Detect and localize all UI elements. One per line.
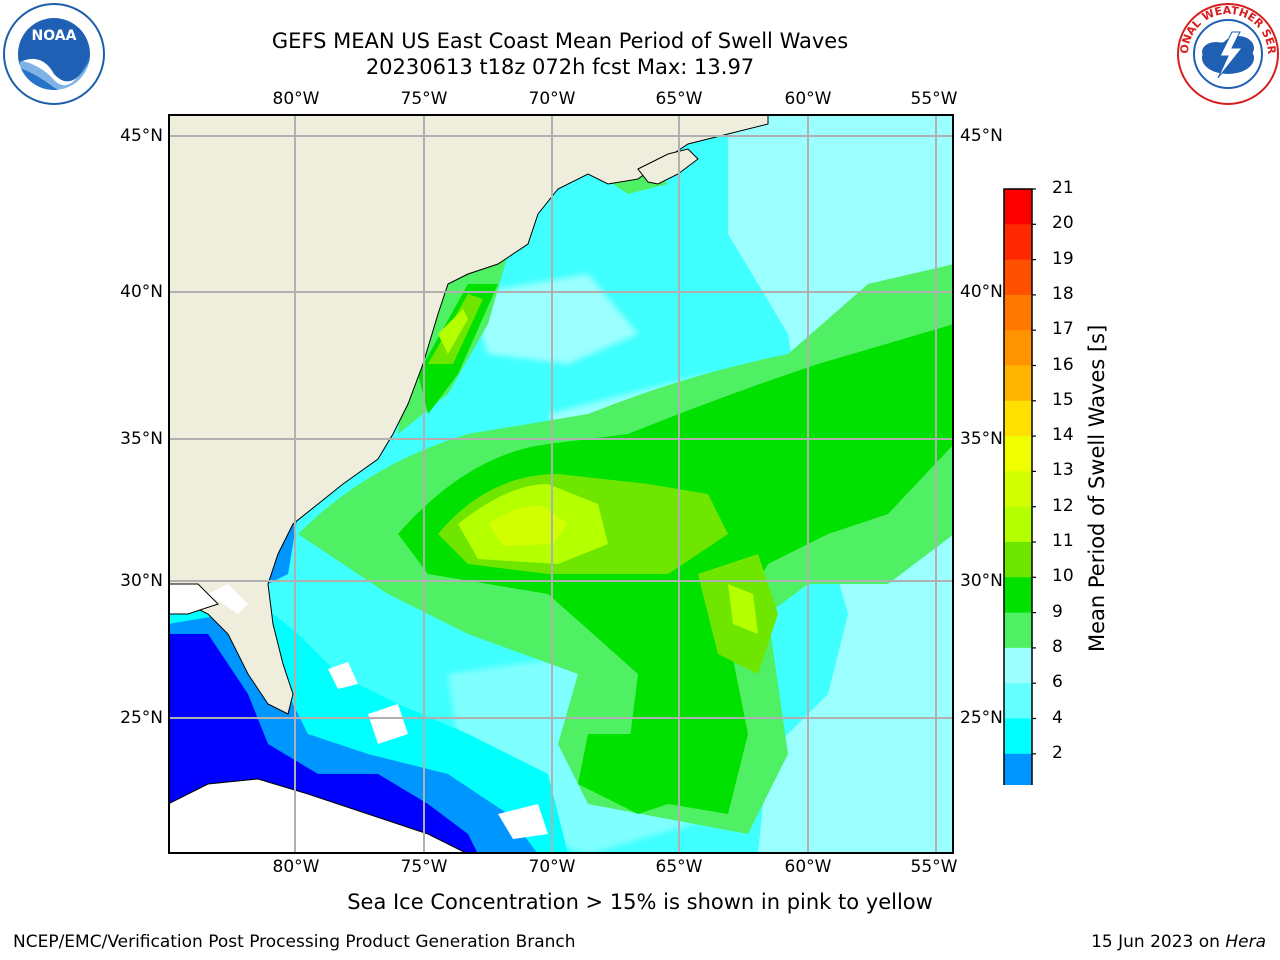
colorbar-tick-label: 21 — [1052, 178, 1074, 198]
lat-tick-left: 30°N — [120, 571, 163, 591]
footer-date: 15 Jun 2023 on Hera — [1091, 932, 1266, 952]
us-landmass — [168, 114, 769, 715]
colorbar-segment — [1004, 294, 1032, 331]
colorbar-segment — [1004, 753, 1032, 785]
colorbar-segment — [1004, 577, 1032, 614]
lat-tick-left: 40°N — [120, 282, 163, 302]
colorbar-segment — [1004, 365, 1032, 402]
colorbar-tick-label: 12 — [1052, 495, 1074, 516]
colorbar-segment — [1004, 224, 1032, 261]
nova-scotia — [637, 148, 699, 185]
lon-tick-top: 55°W — [910, 89, 958, 109]
colorbar-segment — [1004, 259, 1032, 296]
colorbar-tick-label: 19 — [1052, 248, 1074, 269]
colorbar-tick-label: 13 — [1052, 460, 1074, 481]
colorbar-label: Mean Period of Swell Waves [s] — [1085, 324, 1109, 652]
lon-tick-top: 75°W — [400, 89, 448, 109]
lon-tick-bottom: 55°W — [910, 857, 958, 877]
lat-tick-left: 45°N — [120, 126, 163, 146]
colorbar-tick-label: 10 — [1052, 566, 1074, 587]
colorbar-tick-label: 8 — [1052, 636, 1063, 657]
lat-tick-right: 30°N — [960, 571, 1003, 591]
colorbar-tick-label: 15 — [1052, 389, 1074, 410]
lon-tick-top: 80°W — [272, 89, 320, 109]
colorbar-segment — [1004, 189, 1032, 225]
lon-tick-bottom: 65°W — [655, 857, 703, 877]
lon-tick-top: 65°W — [655, 89, 703, 109]
footer-branch: NCEP/EMC/Verification Post Processing Pr… — [13, 932, 576, 952]
colorbar-tick-label: 18 — [1052, 283, 1074, 304]
lat-tick-right: 45°N — [960, 126, 1003, 146]
footer-host: Hera — [1225, 932, 1266, 952]
swell-period-map — [168, 114, 954, 854]
colorbar-tick-label: 6 — [1052, 672, 1063, 693]
sea-ice-caption: Sea Ice Concentration > 15% is shown in … — [347, 890, 933, 914]
lon-tick-bottom: 80°W — [272, 857, 320, 877]
lon-tick-top: 60°W — [784, 89, 832, 109]
noaa-logo-icon: NOAA — [3, 3, 105, 105]
colorbar-tick-label: 2 — [1052, 742, 1063, 763]
colorbar-frame — [1003, 188, 1033, 785]
lon-tick-top: 70°W — [528, 89, 576, 109]
lat-tick-left: 35°N — [120, 429, 163, 449]
title-line-2: 20230613 t18z 072h fcst Max: 13.97 — [365, 55, 755, 79]
colorbar-segment — [1004, 471, 1032, 508]
colorbar-segment — [1004, 612, 1032, 649]
lon-tick-bottom: 75°W — [400, 857, 448, 877]
colorbar-tick-label: 17 — [1052, 319, 1074, 340]
colorbar-tick-label: 9 — [1052, 601, 1063, 622]
colorbar-tick-label: 16 — [1052, 354, 1074, 375]
colorbar-segment — [1004, 718, 1032, 755]
colorbar-tick-label: 4 — [1052, 707, 1063, 728]
colorbar-tick-label: 14 — [1052, 425, 1074, 446]
noaa-logo-text: NOAA — [32, 28, 77, 44]
colorbar-tick-label: 20 — [1052, 213, 1074, 234]
colorbar-segment — [1004, 647, 1032, 684]
lon-tick-bottom: 70°W — [528, 857, 576, 877]
footer-date-text: 15 Jun 2023 on — [1091, 932, 1226, 952]
swell-13-14-max — [488, 505, 568, 546]
title-line-1: GEFS MEAN US East Coast Mean Period of S… — [271, 29, 849, 53]
colorbar — [1003, 188, 1036, 785]
map-gridlines — [168, 114, 954, 854]
lat-tick-right: 35°N — [960, 429, 1003, 449]
nws-logo-icon: NATIONAL WEATHER SERVICE — [1176, 2, 1279, 105]
lat-tick-right: 25°N — [960, 708, 1003, 728]
swell-10-11-core — [398, 324, 954, 814]
colorbar-segment — [1004, 400, 1032, 437]
colorbar-segment — [1004, 330, 1032, 366]
lat-tick-right: 40°N — [960, 282, 1003, 302]
lon-tick-bottom: 60°W — [784, 857, 832, 877]
lat-tick-left: 25°N — [120, 708, 163, 728]
colorbar-segment — [1004, 436, 1032, 472]
colorbar-segment — [1004, 542, 1032, 578]
colorbar-segment — [1004, 683, 1032, 719]
colorbar-tick-label: 11 — [1052, 531, 1074, 551]
colorbar-segment — [1004, 506, 1032, 543]
map-frame — [168, 114, 954, 854]
cuba-landmass — [168, 778, 469, 854]
